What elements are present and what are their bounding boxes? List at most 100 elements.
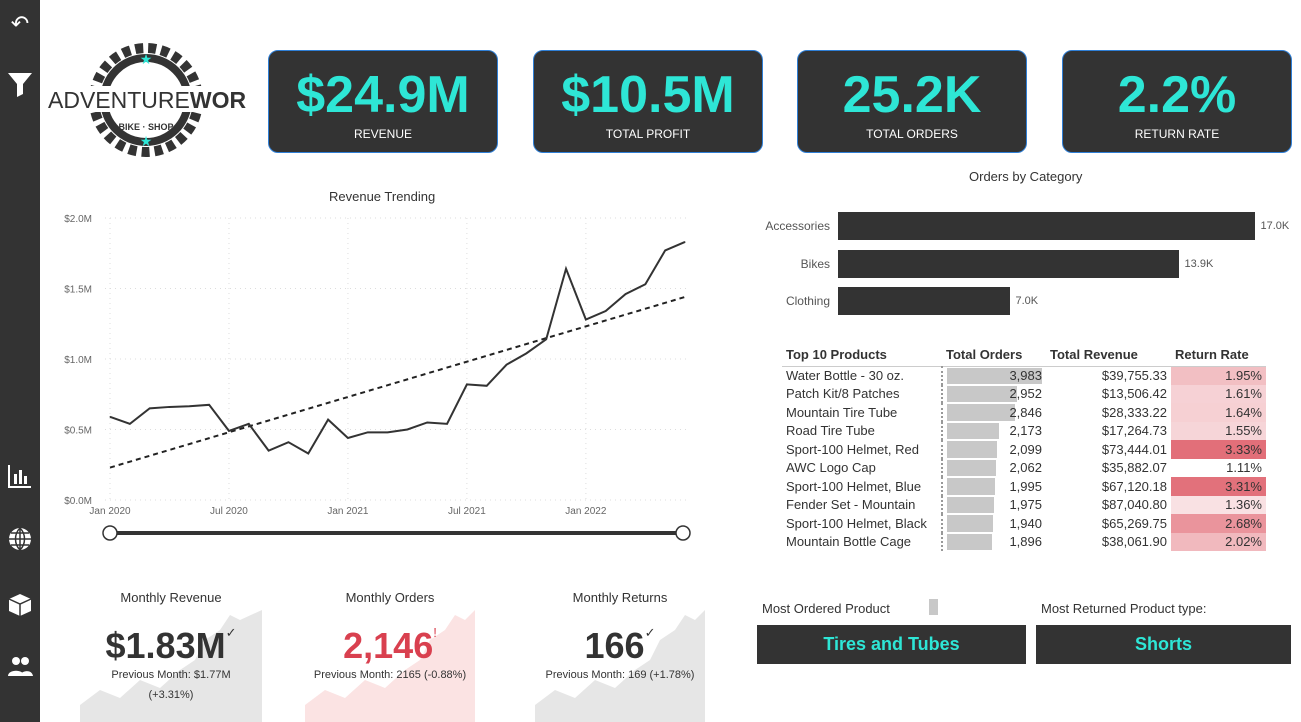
sparkline-area	[80, 610, 262, 722]
slider-start-handle[interactable]	[102, 525, 118, 541]
back-arrow-icon[interactable]: ↶	[10, 11, 30, 36]
total-orders-value: 2,846	[1009, 404, 1042, 420]
data-point	[545, 338, 547, 340]
sparkline-area	[535, 610, 705, 722]
sidebar: ↶	[0, 0, 40, 722]
table-row[interactable]: Mountain Tire Tube 2,846 $28,333.22 1.64%	[782, 403, 1266, 422]
data-point	[168, 406, 170, 408]
table-row[interactable]: Water Bottle - 30 oz. 3,983 $39,755.33 1.95…	[782, 366, 1266, 385]
table-row[interactable]: Patch Kit/8 Patches 2,952 $13,506.42 1.61%	[782, 384, 1266, 403]
kpi-value: 25.2K	[842, 66, 982, 124]
bar-chart-icon[interactable]	[6, 462, 34, 490]
data-point	[129, 423, 131, 425]
product-name: Sport-100 Helmet, Blue	[786, 478, 922, 494]
monthly-kpi-card: Monthly Returns 166✓ Previous Month: 169…	[535, 588, 705, 722]
return-rate-cell: 3.33%	[1171, 440, 1266, 459]
svg-text:★: ★	[140, 51, 153, 67]
scroll-indicator	[929, 599, 938, 615]
return-rate-cell: 3.31%	[1171, 477, 1266, 496]
globe-icon[interactable]	[6, 525, 34, 553]
table-row[interactable]: Sport-100 Helmet, Black 1,940 $65,269.75 2.…	[782, 514, 1266, 533]
y-tick-label: $0.0M	[64, 496, 92, 507]
revenue-trending-chart: $0.0M $0.5M $1.0M $1.5M $2.0M Jan 2020 Jul 202…	[64, 214, 691, 541]
data-point	[387, 431, 389, 433]
category-bar[interactable]	[838, 287, 1010, 315]
total-revenue-cell: $38,061.90	[1101, 534, 1167, 550]
data-point	[644, 283, 646, 285]
y-tick-label: $1.0M	[64, 355, 92, 366]
most-returned-label: Most Returned Product type:	[1041, 601, 1207, 616]
return-rate-cell: 1.95%	[1171, 366, 1266, 385]
orders-data-bar	[947, 385, 1018, 402]
data-point	[486, 385, 488, 387]
total-revenue-cell: $35,882.07	[1101, 460, 1167, 476]
people-icon[interactable]	[6, 652, 34, 680]
orders-data-bar	[947, 496, 995, 513]
data-point	[367, 431, 369, 433]
data-point	[585, 319, 587, 321]
slider-end-handle[interactable]	[675, 525, 691, 541]
data-point	[188, 405, 190, 407]
monthly-kpi-title: Monthly Revenue	[120, 590, 222, 605]
category-value-label: 13.9K	[1184, 258, 1214, 270]
table-row[interactable]: AWC Logo Cap 2,062 $35,882.07 1.11%	[782, 458, 1266, 477]
product-name: Mountain Bottle Cage	[786, 534, 912, 550]
previous-month-text: Previous Month: $1.77M	[111, 669, 231, 681]
total-revenue-cell: $39,755.33	[1101, 368, 1167, 383]
box-icon[interactable]	[6, 590, 34, 618]
y-tick-label: $1.5M	[64, 285, 92, 296]
category-bar[interactable]	[838, 250, 1179, 278]
total-orders-value: 1,995	[1009, 478, 1042, 494]
x-tick-label: Jan 2021	[327, 506, 369, 517]
kpi-label: RETURN RATE	[1134, 127, 1220, 141]
revenue-chart-title: Revenue Trending	[329, 189, 436, 204]
data-point	[268, 450, 270, 452]
filter-icon[interactable]	[6, 70, 34, 98]
column-header[interactable]: Total Revenue	[1046, 342, 1171, 367]
category-label: Bikes	[800, 257, 830, 271]
total-orders-cell: 2,846	[941, 403, 1046, 422]
data-point	[228, 430, 230, 432]
total-revenue-cell: $17,264.73	[1101, 423, 1167, 439]
table-row[interactable]: Fender Set - Mountain 1,975 $87,040.80 1.36…	[782, 495, 1266, 514]
sparkline-area	[305, 610, 475, 722]
table-row[interactable]: Road Tire Tube 2,173 $17,264.73 1.55%	[782, 421, 1266, 440]
category-bar[interactable]	[838, 212, 1255, 240]
data-point	[446, 423, 448, 425]
total-orders-value: 1,896	[1009, 534, 1042, 550]
monthly-kpi-value: $1.83M	[105, 625, 226, 666]
table-row[interactable]: Sport-100 Helmet, Red 2,099 $73,444.01 3.33…	[782, 440, 1266, 459]
status-icon: ✓	[225, 625, 237, 640]
top-products-table: Top 10 Products Total Orders Total Revenue…	[782, 342, 1266, 551]
monthly-kpi-value: 166	[584, 625, 645, 666]
table-row[interactable]: Sport-100 Helmet, Blue 1,995 $67,120.18 3.3…	[782, 477, 1266, 496]
x-tick-label: Jan 2020	[89, 506, 131, 517]
change-text: (+3.31%)	[148, 689, 194, 701]
column-header[interactable]: Top 10 Products	[782, 342, 942, 367]
product-name: Fender Set - Mountain	[786, 497, 916, 513]
return-rate-cell: 1.64%	[1171, 403, 1266, 422]
monthly-kpi-card: Monthly Revenue $1.83M✓ Previous Month: …	[80, 588, 262, 722]
return-rate-cell: 1.55%	[1171, 421, 1266, 440]
kpi-label: TOTAL PROFIT	[605, 127, 691, 141]
total-orders-value: 3,983	[1009, 368, 1042, 383]
x-tick-label: Jul 2021	[448, 506, 486, 517]
orders-data-bar	[947, 404, 1015, 421]
column-header[interactable]: Return Rate	[1171, 342, 1266, 367]
total-orders-cell: 2,952	[941, 384, 1046, 403]
total-revenue-cell: $73,444.01	[1101, 441, 1167, 457]
previous-month-text: Previous Month: 2165 (-0.88%)	[313, 669, 467, 681]
status-icon: !	[433, 625, 437, 640]
column-header[interactable]: Total Orders	[942, 342, 1046, 367]
x-tick-label: Jul 2020	[210, 506, 248, 517]
product-name: Water Bottle - 30 oz.	[786, 368, 905, 383]
monthly-kpi-card: Monthly Orders 2,146! Previous Month: 21…	[305, 588, 475, 722]
table-row[interactable]: Mountain Bottle Cage 1,896 $38,061.90 2.02%	[782, 532, 1266, 551]
kpi-card: $24.9M REVENUE	[268, 50, 498, 153]
total-orders-value: 2,952	[1009, 386, 1042, 402]
category-label: Clothing	[785, 294, 830, 308]
kpi-value: $10.5M	[561, 66, 735, 124]
total-orders-value: 2,062	[1009, 460, 1042, 476]
return-rate-cell: 1.11%	[1226, 460, 1262, 476]
data-point	[625, 293, 627, 295]
